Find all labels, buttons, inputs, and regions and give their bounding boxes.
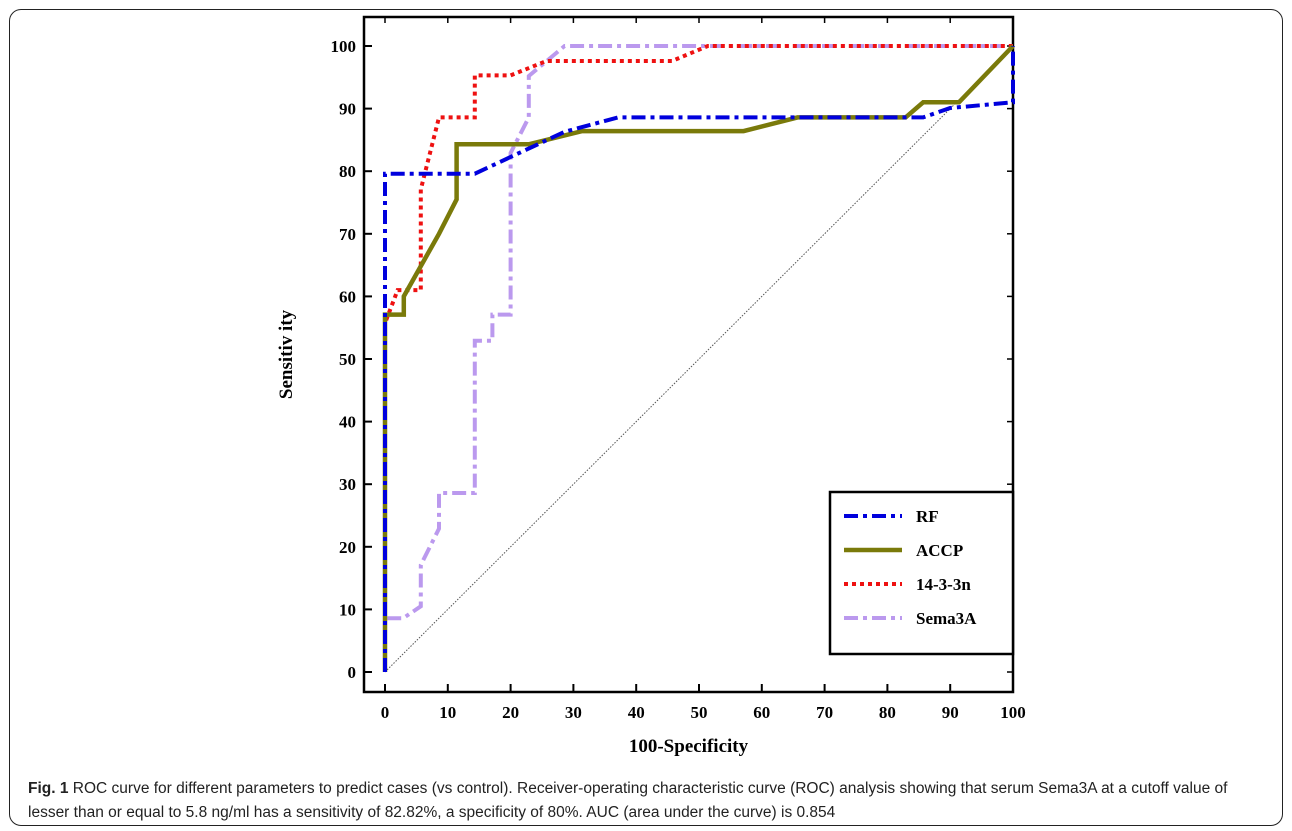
x-tick-label: 60 bbox=[753, 703, 770, 722]
caption-text: ROC curve for different parameters to pr… bbox=[28, 780, 1228, 821]
legend-label-rf: RF bbox=[916, 507, 939, 526]
x-tick-label: 90 bbox=[942, 703, 959, 722]
y-tick-label: 40 bbox=[339, 413, 356, 432]
series-line-accp bbox=[382, 44, 1015, 672]
y-tick-label: 0 bbox=[348, 663, 357, 682]
x-tick-label: 100 bbox=[1000, 703, 1026, 722]
series-line-14-3-3n bbox=[383, 44, 1013, 672]
x-tick-label: 50 bbox=[691, 703, 708, 722]
y-tick-label: 30 bbox=[339, 475, 356, 494]
series-line-rf bbox=[383, 46, 1015, 672]
legend-label-14-3-3n: 14-3-3n bbox=[916, 575, 971, 594]
plot-area-border bbox=[362, 15, 1015, 694]
x-tick-label: 80 bbox=[879, 703, 896, 722]
y-axis-title: Sensitiv ity bbox=[276, 309, 297, 399]
legend-label-accp: ACCP bbox=[916, 541, 963, 560]
y-tick-label: 20 bbox=[339, 538, 356, 557]
x-tick-label: 10 bbox=[439, 703, 456, 722]
x-axis-title: 100-Specificity bbox=[629, 736, 749, 757]
x-tick-label: 20 bbox=[502, 703, 519, 722]
figure-frame bbox=[9, 9, 1283, 826]
caption-label: Fig. 1 bbox=[28, 780, 69, 797]
x-tick-label: 0 bbox=[381, 703, 390, 722]
y-tick-label: 50 bbox=[339, 350, 356, 369]
figure-caption: Fig. 1 ROC curve for different parameter… bbox=[28, 777, 1268, 825]
legend-label-sema3a: Sema3A bbox=[916, 609, 977, 628]
y-tick-label: 90 bbox=[339, 100, 356, 119]
x-tick-label: 70 bbox=[816, 703, 833, 722]
y-tick-label: 70 bbox=[339, 225, 356, 244]
series-line-sema3a bbox=[383, 44, 1013, 672]
y-tick-label: 60 bbox=[339, 287, 356, 306]
x-tick-label: 40 bbox=[628, 703, 645, 722]
y-tick-label: 10 bbox=[339, 600, 356, 619]
legend-box bbox=[828, 490, 1015, 656]
y-tick-label: 100 bbox=[331, 37, 357, 56]
x-tick-label: 30 bbox=[565, 703, 582, 722]
roc-chart: 0 10 20 30 40 50 60 70 80 90 100 0 10 20 30 40 50 60 70 80 9… bbox=[276, 15, 1026, 757]
y-tick-label: 80 bbox=[339, 162, 356, 181]
reference-diagonal-line bbox=[384, 45, 1014, 673]
